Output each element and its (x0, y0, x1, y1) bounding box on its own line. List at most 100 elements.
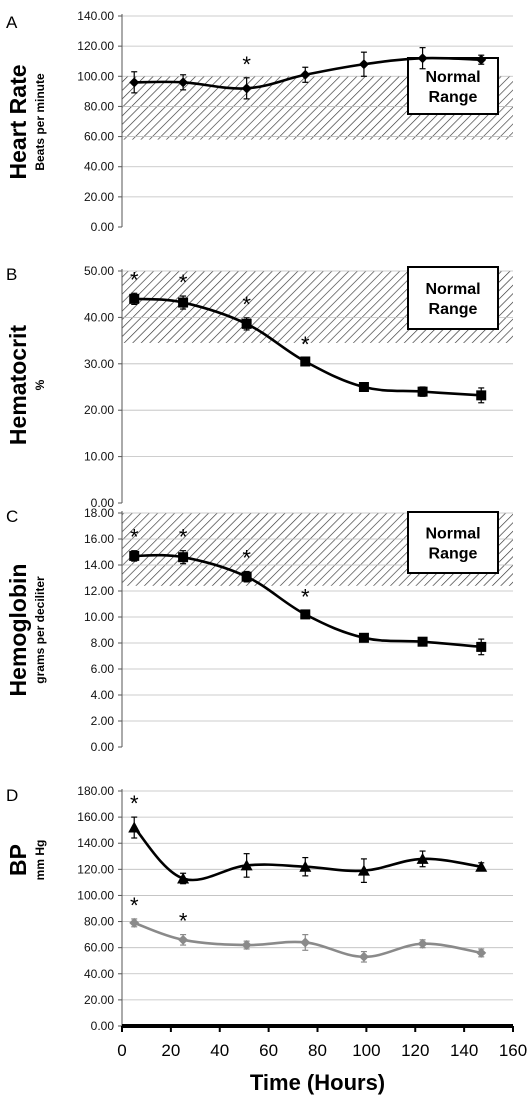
normal-range-label-line2: Range (429, 301, 478, 318)
y-tick-label: 40.00 (84, 160, 114, 174)
y-tick-label: 10.00 (84, 610, 114, 624)
normal-range-label-line1: Normal (425, 281, 480, 298)
data-point (177, 872, 190, 884)
significance-star: * (130, 791, 139, 816)
chart-root: A 0.00 20.00 40.00 60.00 80.00 100.00 120.00 140… (5, 9, 527, 1095)
panel-letter: B (6, 265, 17, 284)
panel-letter: A (6, 13, 18, 32)
y-tick-label: 60.00 (84, 941, 114, 955)
data-point (476, 54, 487, 65)
series-0: * * * * (129, 525, 487, 656)
data-point (476, 641, 487, 652)
data-point (358, 632, 369, 643)
data-point (358, 951, 369, 962)
data-point (300, 356, 311, 367)
x-tick-label: 40 (210, 1041, 229, 1060)
y-tick-label: 18.00 (84, 506, 114, 520)
series-0: * (129, 47, 487, 100)
data-point (178, 934, 189, 945)
data-point (299, 860, 312, 872)
data-point (358, 59, 369, 70)
x-tick-label: 20 (161, 1041, 180, 1060)
x-tick-label: 80 (308, 1041, 327, 1060)
panel-B: B 0.00 10.00 20.00 30.00 40.00 50.00 Normal Rang… (5, 264, 513, 510)
data-point (476, 947, 487, 958)
y-axis-sublabel: Beats per minute (33, 73, 47, 171)
y-tick-label: 0.00 (91, 220, 115, 234)
data-point (417, 53, 428, 64)
data-point (358, 382, 369, 392)
significance-star: * (130, 525, 139, 550)
data-point (178, 77, 189, 88)
significance-star: * (179, 270, 188, 295)
series-line (133, 826, 482, 882)
y-axis-label: Hemoglobin (5, 564, 31, 697)
y-axis-sublabel: mm Hg (33, 840, 47, 881)
data-point (416, 852, 429, 864)
y-tick-label: 2.00 (91, 714, 115, 728)
x-tick-label: 100 (352, 1041, 380, 1060)
y-tick-label: 80.00 (84, 915, 114, 929)
y-tick-label: 180.00 (77, 784, 114, 798)
y-tick-label: 100.00 (77, 69, 114, 83)
y-axis-label: BP (5, 844, 31, 876)
data-point (417, 636, 428, 647)
normal-range-label-line1: Normal (425, 69, 480, 86)
y-tick-label: 20.00 (84, 403, 114, 417)
y-tick-label: 160.00 (77, 810, 114, 824)
y-axis-label: Heart Rate (5, 64, 31, 179)
y-tick-label: 0.00 (91, 496, 115, 510)
data-point (241, 318, 252, 329)
panel-letter: C (6, 507, 18, 526)
y-axis-sublabel: grams per deciliter (33, 576, 47, 684)
data-point (240, 859, 253, 871)
y-tick-label: 80.00 (84, 99, 114, 113)
normal-range-label-line2: Range (429, 546, 478, 563)
panel-letter: D (6, 786, 18, 805)
y-tick-label: 12.00 (84, 584, 114, 598)
significance-star: * (130, 893, 139, 918)
data-point (241, 940, 252, 951)
y-tick-label: 6.00 (91, 662, 115, 676)
significance-star: * (179, 525, 188, 550)
y-tick-label: 0.00 (91, 740, 115, 754)
panel-A: A 0.00 20.00 40.00 60.00 80.00 100.00 120.00 140… (5, 9, 513, 234)
significance-star: * (242, 546, 251, 571)
panel-C: C 0.00 2.00 4.00 6.00 8.00 10.00 12.00 14.00 16.0… (5, 506, 513, 754)
significance-star: * (242, 52, 251, 77)
y-tick-label: 40.00 (84, 310, 114, 324)
x-tick-label: 0 (117, 1041, 126, 1060)
y-tick-label: 10.00 (84, 450, 114, 464)
data-point (241, 571, 252, 582)
y-tick-label: 20.00 (84, 190, 114, 204)
x-axis-title: Time (Hours) (250, 1070, 385, 1095)
y-tick-label: 120.00 (77, 39, 114, 53)
y-tick-label: 20.00 (84, 993, 114, 1007)
data-point (357, 864, 370, 876)
y-tick-label: 40.00 (84, 967, 114, 981)
y-tick-label: 4.00 (91, 688, 115, 702)
y-tick-label: 0.00 (91, 1019, 115, 1033)
significance-star: * (130, 267, 139, 292)
y-tick-label: 140.00 (77, 836, 114, 850)
data-point (300, 609, 311, 620)
data-point (178, 297, 189, 308)
y-tick-label: 140.00 (77, 9, 114, 23)
data-point (128, 821, 141, 833)
y-tick-label: 120.00 (77, 862, 114, 876)
y-tick-label: 50.00 (84, 264, 114, 278)
normal-range-label-line2: Range (429, 89, 478, 106)
data-point (300, 69, 311, 80)
series-1: ** (129, 893, 487, 963)
data-point (129, 917, 140, 928)
y-axis-label: Hematocrit (5, 325, 31, 445)
y-tick-label: 16.00 (84, 532, 114, 546)
data-point (417, 938, 428, 949)
y-tick-label: 14.00 (84, 558, 114, 572)
data-point (417, 386, 428, 397)
significance-star: * (301, 585, 310, 610)
data-point (129, 550, 140, 561)
y-tick-label: 100.00 (77, 888, 114, 902)
y-tick-label: 8.00 (91, 636, 115, 650)
